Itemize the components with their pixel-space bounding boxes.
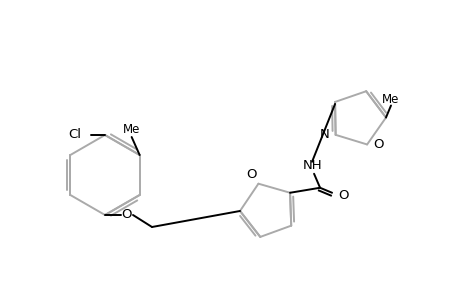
Text: Me: Me [123,124,140,136]
Text: O: O [337,189,348,202]
Text: Cl: Cl [68,128,81,142]
Text: O: O [246,168,256,181]
Text: Me: Me [381,93,399,106]
Text: NH: NH [302,159,321,172]
Text: O: O [372,138,383,151]
Text: N: N [319,128,329,141]
Text: O: O [122,208,132,221]
